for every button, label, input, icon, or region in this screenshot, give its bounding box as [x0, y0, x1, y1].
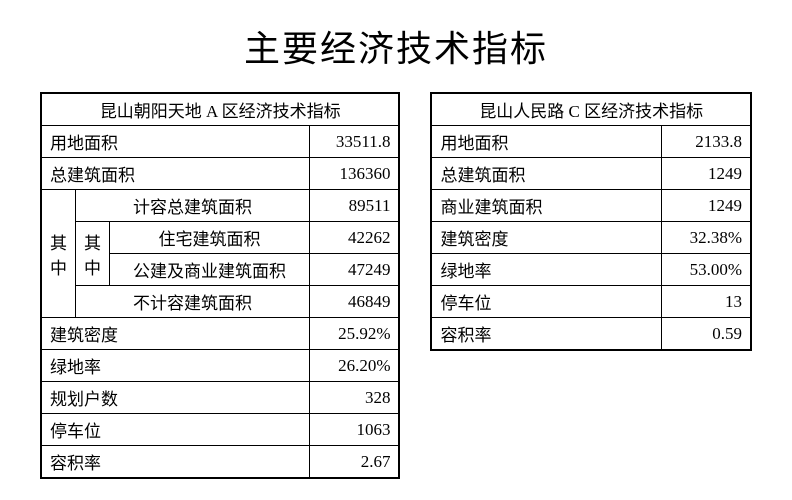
commercial-c-value: 1249	[661, 190, 751, 222]
land-area-c-value: 2133.8	[661, 126, 751, 158]
table-a-header: 昆山朝阳天地 A 区经济技术指标	[41, 93, 399, 126]
density-a-label: 建筑密度	[41, 318, 309, 350]
green-a-value: 26.20%	[309, 350, 399, 382]
households-label: 规划户数	[41, 382, 309, 414]
residential-label: 住宅建筑面积	[110, 222, 310, 254]
public-commercial-label: 公建及商业建筑面积	[110, 254, 310, 286]
page-title: 主要经济技术指标	[40, 20, 752, 72]
land-area-label: 用地面积	[41, 126, 309, 158]
parking-a-value: 1063	[309, 414, 399, 446]
plotratio-c-label: 容积率	[431, 318, 661, 351]
table-c-header: 昆山人民路 C 区经济技术指标	[431, 93, 751, 126]
uncounted-label: 不计容建筑面积	[76, 286, 310, 318]
density-a-value: 25.92%	[309, 318, 399, 350]
counted-total-value: 89511	[309, 190, 399, 222]
green-c-value: 53.00%	[661, 254, 751, 286]
plotratio-a-label: 容积率	[41, 446, 309, 479]
parking-a-label: 停车位	[41, 414, 309, 446]
total-build-label: 总建筑面积	[41, 158, 309, 190]
qizhong-outer: 其中	[41, 190, 76, 318]
table-c: 昆山人民路 C 区经济技术指标 用地面积 2133.8 总建筑面积 1249 商…	[430, 92, 752, 351]
density-c-label: 建筑密度	[431, 222, 661, 254]
parking-c-value: 13	[661, 286, 751, 318]
counted-total-label: 计容总建筑面积	[76, 190, 310, 222]
table-a: 昆山朝阳天地 A 区经济技术指标 用地面积 33511.8 总建筑面积 1363…	[40, 92, 400, 479]
total-build-c-label: 总建筑面积	[431, 158, 661, 190]
plotratio-c-value: 0.59	[661, 318, 751, 351]
households-value: 328	[309, 382, 399, 414]
residential-value: 42262	[309, 222, 399, 254]
density-c-value: 32.38%	[661, 222, 751, 254]
commercial-c-label: 商业建筑面积	[431, 190, 661, 222]
green-c-label: 绿地率	[431, 254, 661, 286]
total-build-c-value: 1249	[661, 158, 751, 190]
tables-container: 昆山朝阳天地 A 区经济技术指标 用地面积 33511.8 总建筑面积 1363…	[40, 92, 752, 479]
uncounted-value: 46849	[309, 286, 399, 318]
land-area-value: 33511.8	[309, 126, 399, 158]
parking-c-label: 停车位	[431, 286, 661, 318]
total-build-value: 136360	[309, 158, 399, 190]
land-area-c-label: 用地面积	[431, 126, 661, 158]
green-a-label: 绿地率	[41, 350, 309, 382]
qizhong-inner: 其中	[76, 222, 110, 286]
plotratio-a-value: 2.67	[309, 446, 399, 479]
public-commercial-value: 47249	[309, 254, 399, 286]
